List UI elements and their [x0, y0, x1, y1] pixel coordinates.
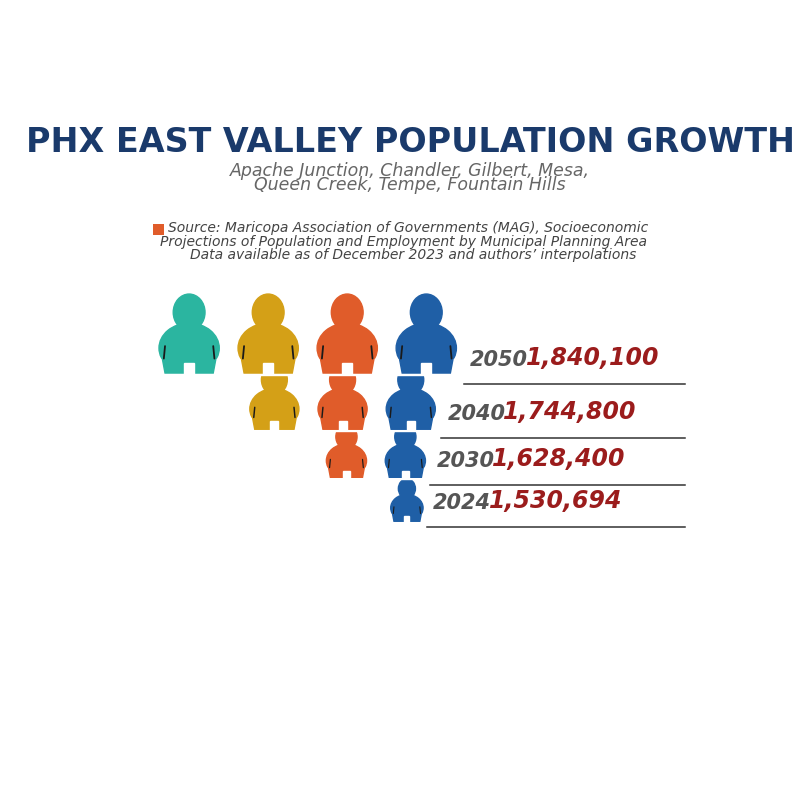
Ellipse shape [159, 323, 219, 373]
Polygon shape [391, 509, 422, 522]
Ellipse shape [398, 479, 415, 498]
Polygon shape [387, 410, 434, 430]
Bar [385, 418, 437, 430]
Ellipse shape [396, 323, 457, 373]
Bar [338, 421, 346, 430]
Polygon shape [319, 410, 366, 430]
Ellipse shape [394, 425, 416, 449]
Polygon shape [239, 349, 297, 373]
Ellipse shape [331, 294, 363, 330]
Bar [342, 363, 352, 374]
Ellipse shape [262, 365, 287, 394]
Ellipse shape [252, 294, 284, 330]
Text: PHX EAST VALLEY POPULATION GROWTH: PHX EAST VALLEY POPULATION GROWTH [26, 126, 794, 158]
Bar [248, 418, 301, 430]
Bar [325, 468, 368, 479]
Ellipse shape [330, 365, 355, 394]
Ellipse shape [336, 425, 357, 449]
Text: 1,744,800: 1,744,800 [503, 400, 637, 424]
Bar [404, 516, 410, 522]
Bar [158, 359, 221, 374]
Bar [422, 363, 431, 374]
Polygon shape [161, 349, 218, 373]
Text: 2030: 2030 [437, 450, 494, 470]
Bar [343, 470, 350, 478]
Ellipse shape [410, 294, 442, 330]
Text: 1,628,400: 1,628,400 [493, 446, 626, 470]
Ellipse shape [386, 389, 435, 430]
Text: Data available as of December 2023 and authors’ interpolations: Data available as of December 2023 and a… [190, 248, 636, 262]
Bar [407, 421, 414, 430]
Text: 2050: 2050 [470, 350, 528, 370]
Polygon shape [327, 462, 366, 478]
Bar [184, 363, 194, 374]
Polygon shape [251, 410, 298, 430]
Polygon shape [318, 349, 376, 373]
Bar [317, 418, 369, 430]
Text: Projections of Population and Employment by Municipal Planning Area: Projections of Population and Employment… [161, 234, 647, 249]
Text: 2024: 2024 [434, 494, 491, 514]
Bar [270, 421, 278, 430]
Bar [384, 468, 427, 479]
Text: 2040: 2040 [448, 404, 506, 424]
Bar [237, 359, 300, 374]
Ellipse shape [238, 323, 298, 373]
Text: 1,530,694: 1,530,694 [489, 490, 622, 514]
Text: Source: Maricopa Association of Governments (MAG), Socioeconomic: Source: Maricopa Association of Governme… [168, 221, 649, 234]
Ellipse shape [326, 444, 366, 478]
Bar [153, 224, 163, 234]
Text: 1,840,100: 1,840,100 [526, 346, 659, 370]
Bar [402, 470, 409, 478]
Ellipse shape [398, 365, 424, 394]
Text: Apache Junction, Chandler, Gilbert, Mesa,: Apache Junction, Chandler, Gilbert, Mesa… [230, 162, 590, 180]
Text: Queen Creek, Tempe, Fountain Hills: Queen Creek, Tempe, Fountain Hills [254, 176, 566, 194]
Bar [263, 363, 273, 374]
Ellipse shape [174, 294, 205, 330]
Ellipse shape [318, 389, 367, 430]
Ellipse shape [250, 389, 299, 430]
Polygon shape [398, 349, 455, 373]
Bar [394, 359, 458, 374]
Polygon shape [386, 462, 425, 478]
Bar [389, 514, 425, 523]
Ellipse shape [317, 323, 378, 373]
Ellipse shape [386, 444, 426, 478]
Bar [315, 359, 379, 374]
Ellipse shape [390, 494, 423, 522]
